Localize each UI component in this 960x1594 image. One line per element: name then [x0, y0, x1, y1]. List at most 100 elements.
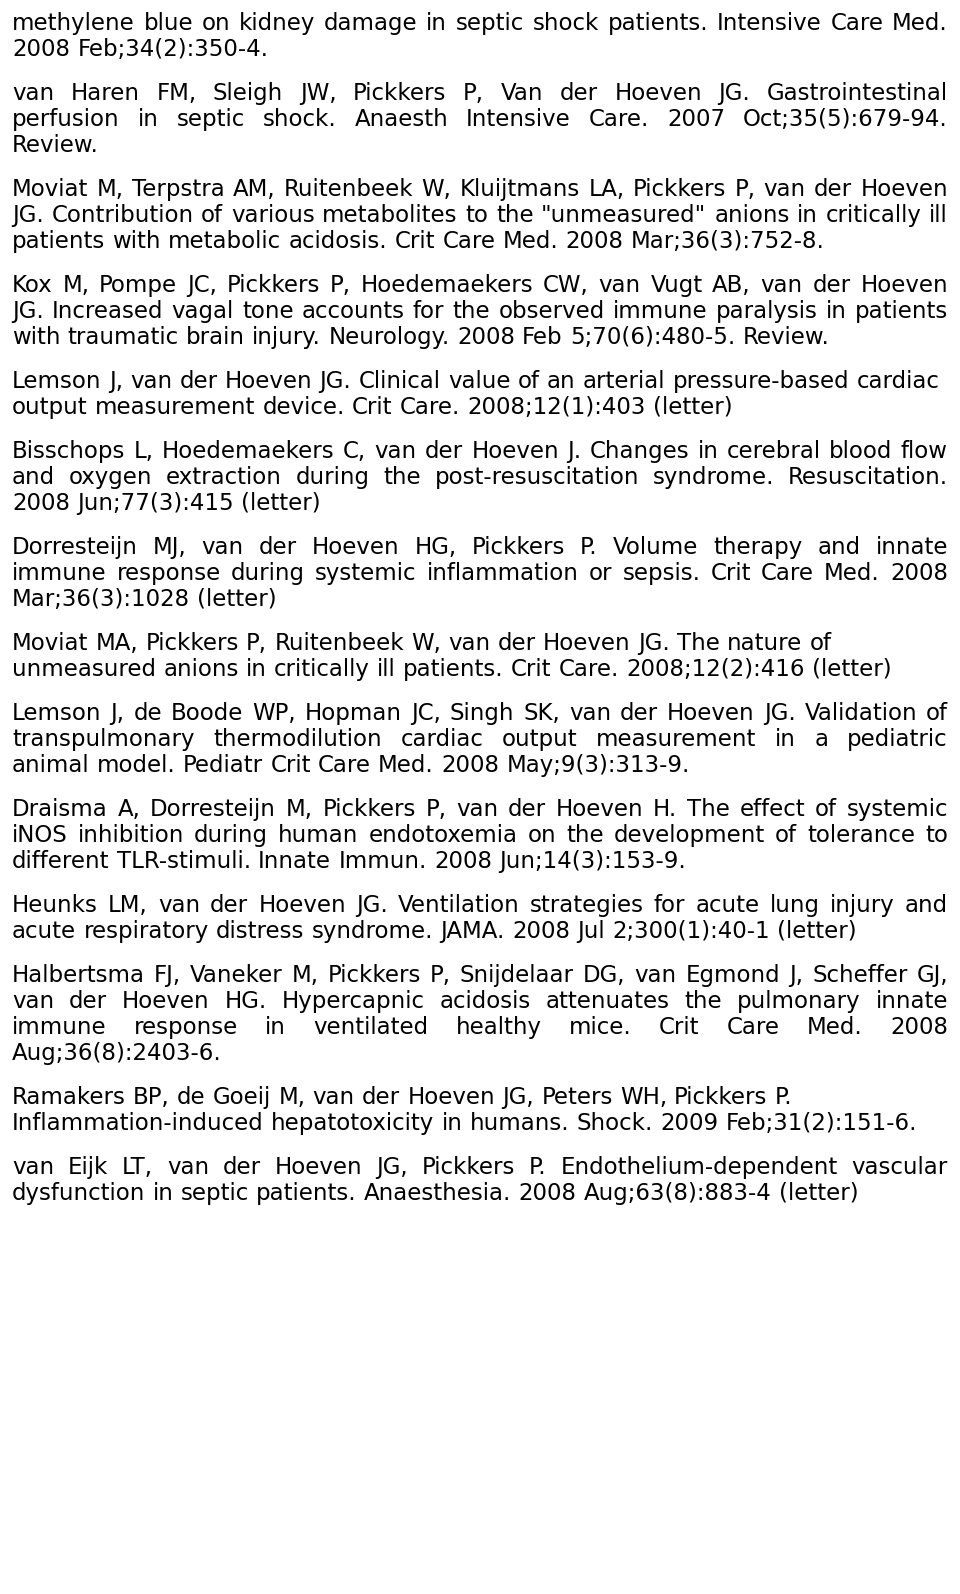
Text: value: value — [448, 370, 511, 392]
Text: Pickkers: Pickkers — [422, 1156, 516, 1180]
Text: during: during — [296, 465, 370, 489]
Text: critically: critically — [274, 658, 370, 681]
Text: effect: effect — [739, 799, 805, 821]
Text: innate: innate — [876, 990, 948, 1012]
Text: human: human — [278, 824, 358, 846]
Text: der: der — [814, 179, 852, 201]
Text: P.: P. — [529, 1156, 547, 1180]
Text: (letter): (letter) — [777, 920, 856, 944]
Text: device.: device. — [262, 395, 345, 419]
Text: Sleigh: Sleigh — [213, 81, 283, 105]
Text: Hopman: Hopman — [305, 701, 402, 725]
Text: WH,: WH, — [620, 1086, 667, 1109]
Text: patients.: patients. — [608, 11, 708, 35]
Text: measurement: measurement — [596, 728, 756, 751]
Text: lung: lung — [770, 894, 820, 917]
Text: Resuscitation.: Resuscitation. — [788, 465, 948, 489]
Text: 2008: 2008 — [12, 38, 70, 61]
Text: during: during — [194, 824, 268, 846]
Text: anions: anions — [163, 658, 239, 681]
Text: 2008: 2008 — [512, 920, 570, 944]
Text: Mar;36(3):752-8.: Mar;36(3):752-8. — [631, 230, 825, 253]
Text: "unmeasured": "unmeasured" — [541, 204, 707, 226]
Text: (letter): (letter) — [653, 395, 732, 419]
Text: 2;300(1):40-1: 2;300(1):40-1 — [612, 920, 770, 944]
Text: Immun.: Immun. — [338, 850, 427, 874]
Text: the: the — [453, 300, 491, 324]
Text: response: response — [117, 563, 221, 585]
Text: and: and — [905, 894, 948, 917]
Text: in: in — [826, 300, 847, 324]
Text: (letter): (letter) — [812, 658, 892, 681]
Text: in: in — [246, 658, 267, 681]
Text: Van: Van — [500, 81, 543, 105]
Text: for: for — [654, 894, 685, 917]
Text: acute: acute — [12, 920, 76, 944]
Text: critically: critically — [826, 204, 922, 226]
Text: Crit: Crit — [271, 754, 311, 776]
Text: Med.: Med. — [378, 754, 434, 776]
Text: immune: immune — [12, 563, 107, 585]
Text: Neurology.: Neurology. — [328, 325, 449, 349]
Text: vascular: vascular — [852, 1156, 948, 1180]
Text: strategies: strategies — [530, 894, 644, 917]
Text: Contribution: Contribution — [52, 204, 194, 226]
Text: therapy: therapy — [713, 536, 803, 559]
Text: patients: patients — [854, 300, 948, 324]
Text: JG.: JG. — [12, 204, 44, 226]
Text: P.: P. — [580, 536, 598, 559]
Text: respiratory: respiratory — [84, 920, 208, 944]
Text: cardiac: cardiac — [400, 728, 483, 751]
Text: de: de — [133, 701, 162, 725]
Text: der: der — [210, 894, 249, 917]
Text: Singh: Singh — [449, 701, 515, 725]
Text: immune: immune — [12, 1015, 107, 1039]
Text: Boode: Boode — [171, 701, 244, 725]
Text: 2008: 2008 — [565, 230, 623, 253]
Text: shock.: shock. — [263, 108, 336, 131]
Text: with: with — [112, 230, 161, 253]
Text: Med.: Med. — [807, 1015, 863, 1039]
Text: sepsis.: sepsis. — [622, 563, 701, 585]
Text: May;9(3):313-9.: May;9(3):313-9. — [507, 754, 690, 776]
Text: van: van — [12, 1156, 54, 1180]
Text: in: in — [153, 1181, 174, 1205]
Text: post-resuscitation: post-resuscitation — [435, 465, 639, 489]
Text: development: development — [613, 824, 765, 846]
Text: Ruitenbeek: Ruitenbeek — [275, 631, 404, 655]
Text: van: van — [130, 370, 172, 392]
Text: Halbertsma: Halbertsma — [12, 964, 145, 987]
Text: Jul: Jul — [577, 920, 605, 944]
Text: Changes: Changes — [589, 440, 689, 462]
Text: Review.: Review. — [12, 134, 99, 156]
Text: J,: J, — [789, 964, 804, 987]
Text: on: on — [202, 11, 230, 35]
Text: JC,: JC, — [187, 274, 217, 296]
Text: van: van — [167, 1156, 209, 1180]
Text: pulmonary: pulmonary — [737, 990, 860, 1012]
Text: Pickkers: Pickkers — [633, 179, 726, 201]
Text: Feb: Feb — [522, 325, 563, 349]
Text: van: van — [448, 631, 491, 655]
Text: Oct;35(5):679-94.: Oct;35(5):679-94. — [743, 108, 948, 131]
Text: in: in — [137, 108, 158, 131]
Text: GJ,: GJ, — [917, 964, 948, 987]
Text: Kluijtmans: Kluijtmans — [460, 179, 580, 201]
Text: in: in — [265, 1015, 286, 1039]
Text: Care: Care — [318, 754, 371, 776]
Text: Care: Care — [761, 563, 814, 585]
Text: L,: L, — [133, 440, 154, 462]
Text: Goeij: Goeij — [213, 1086, 272, 1109]
Text: van: van — [12, 81, 54, 105]
Text: cerebral: cerebral — [727, 440, 821, 462]
Text: to: to — [466, 204, 489, 226]
Text: der: der — [497, 631, 536, 655]
Text: Hoedemaekers: Hoedemaekers — [162, 440, 335, 462]
Text: der: der — [508, 799, 546, 821]
Text: hepatotoxicity: hepatotoxicity — [271, 1113, 434, 1135]
Text: response: response — [133, 1015, 238, 1039]
Text: ill: ill — [929, 204, 948, 226]
Text: model.: model. — [97, 754, 176, 776]
Text: of: of — [517, 370, 540, 392]
Text: Moviat: Moviat — [12, 179, 88, 201]
